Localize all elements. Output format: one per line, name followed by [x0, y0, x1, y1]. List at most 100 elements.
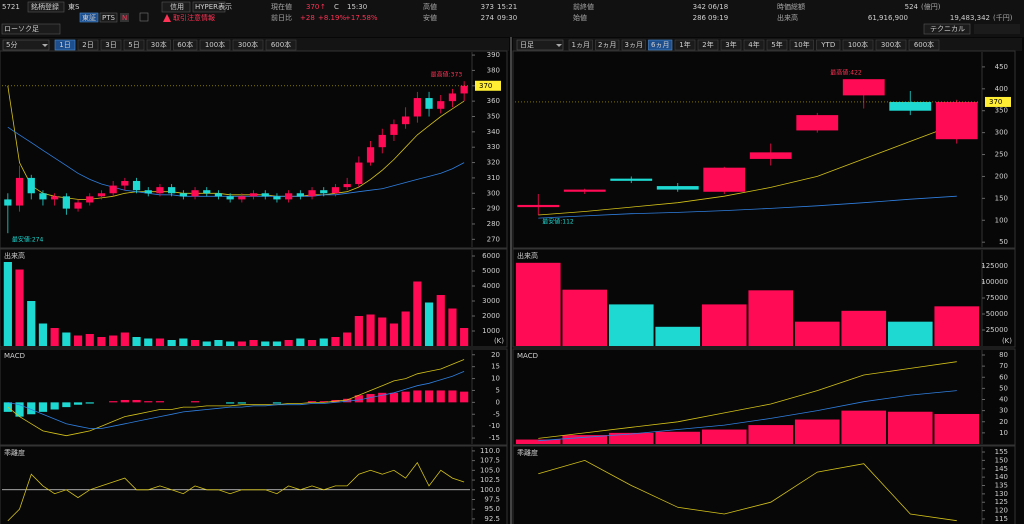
period-button[interactable]	[842, 39, 874, 51]
y-tick-label: 200	[995, 172, 1008, 180]
candle-body	[62, 196, 70, 209]
period-button[interactable]	[265, 39, 297, 51]
panel-frame	[0, 248, 508, 348]
candle-body	[121, 180, 129, 186]
low-label: 安値	[423, 13, 437, 22]
macd-bar	[62, 402, 71, 408]
period-button[interactable]	[199, 39, 231, 51]
y-tick-label: 10	[491, 375, 500, 383]
period-button[interactable]	[720, 39, 742, 51]
plot-area	[538, 459, 957, 522]
credit-button[interactable]	[161, 1, 191, 13]
panel-frame	[0, 348, 508, 446]
volume-bar	[608, 304, 654, 346]
technical-button[interactable]	[923, 23, 971, 35]
low-annotation: 最安値:112	[542, 218, 574, 226]
news-icon[interactable]	[120, 13, 129, 22]
macd-bar	[132, 399, 141, 403]
period-button[interactable]	[621, 39, 646, 51]
y-tick-label: 5	[496, 386, 500, 394]
macd-bar	[155, 401, 165, 403]
candle-body	[27, 177, 35, 194]
y-tick-label: 100000	[981, 278, 1008, 286]
price-arrow: ↑	[320, 3, 326, 11]
moving-average	[538, 123, 957, 216]
period-label: YTD	[820, 41, 835, 49]
tab-pts[interactable]	[99, 12, 118, 23]
volume-bar	[97, 337, 106, 346]
macd-line	[7, 359, 465, 437]
macd-bar	[226, 402, 235, 404]
period-label: 60本	[177, 40, 193, 49]
volume-bar	[460, 328, 469, 346]
y-tick-label: 75000	[986, 294, 1008, 302]
volume-bar	[701, 304, 747, 346]
period-button[interactable]	[789, 39, 814, 51]
y-tick-label: 450	[995, 63, 1008, 71]
moving-average	[7, 126, 465, 197]
period-button[interactable]	[54, 39, 76, 51]
candle-body	[656, 186, 699, 190]
signal-line	[538, 390, 957, 442]
period-button[interactable]	[674, 39, 696, 51]
open-label: 始値	[573, 13, 587, 22]
period-label: 30本	[151, 40, 167, 49]
panel-frame	[0, 445, 508, 524]
panel-frame	[512, 50, 1016, 249]
hyper-button[interactable]	[192, 1, 226, 13]
volume-bar	[413, 281, 422, 346]
y-tick-label: 70	[999, 362, 1008, 370]
panel-label: 乖離度	[4, 448, 25, 457]
macd-bar	[378, 392, 387, 403]
candle-body	[703, 167, 746, 192]
y-tick-label: 10	[999, 429, 1008, 437]
y-tick-label: 125	[995, 498, 1008, 506]
y-tick-label: 250	[995, 151, 1008, 159]
period-button[interactable]	[100, 39, 122, 51]
y-tick-label: 50	[999, 238, 1008, 246]
volume-bar	[155, 338, 165, 346]
period-button[interactable]	[875, 39, 907, 51]
period-button[interactable]	[146, 39, 171, 51]
period-button[interactable]	[568, 39, 593, 51]
period-button[interactable]	[908, 39, 940, 51]
macd-bar	[366, 394, 375, 403]
volume-bar	[284, 340, 293, 346]
candle-body	[413, 98, 421, 117]
period-button[interactable]	[123, 39, 145, 51]
period-button[interactable]	[648, 39, 673, 51]
period-button[interactable]	[232, 39, 264, 51]
period-button[interactable]	[77, 39, 99, 51]
macd-bar	[109, 401, 118, 403]
y-tick-label: 105.0	[480, 466, 500, 474]
macd-bar	[448, 390, 457, 403]
period-button[interactable]	[766, 39, 788, 51]
tool-icons[interactable]	[974, 24, 1020, 34]
setting-icon[interactable]	[139, 12, 149, 22]
plot-area	[515, 262, 980, 346]
chart-type-dropdown[interactable]	[1, 23, 61, 35]
period-button[interactable]	[743, 39, 765, 51]
interval-dropdown[interactable]	[516, 39, 564, 51]
volume-bar	[249, 340, 258, 346]
register-button[interactable]	[27, 1, 65, 13]
hyper-label: HYPER表示	[195, 2, 232, 11]
period-button[interactable]	[173, 39, 198, 51]
interval-dropdown[interactable]	[2, 39, 50, 51]
high: 373	[481, 3, 494, 11]
period-button[interactable]	[816, 39, 841, 51]
period-button[interactable]	[595, 39, 620, 51]
y-tick-label: 290	[487, 205, 500, 213]
volume-bar	[887, 321, 933, 346]
candle-body	[378, 134, 386, 148]
y-tick-label: 320	[487, 159, 500, 167]
plot-area	[3, 262, 469, 346]
candle-body	[842, 79, 885, 96]
y-tick-label: 30	[999, 407, 1008, 415]
period-button[interactable]	[697, 39, 719, 51]
tab-tse[interactable]	[79, 12, 99, 23]
volume-bar	[27, 301, 36, 346]
volume-bar	[109, 335, 118, 346]
volume-bar	[401, 311, 410, 346]
y-tick-label: 0	[496, 398, 500, 406]
